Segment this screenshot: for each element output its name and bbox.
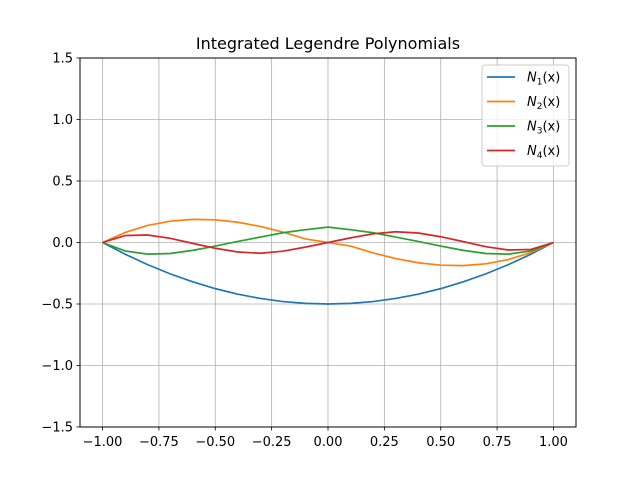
series-line-n4	[102, 230, 554, 255]
legend-label-n3: N3(x)	[527, 120, 560, 137]
x-tick-label: 0.75	[483, 435, 512, 450]
y-tick-label: 1.0	[52, 113, 73, 128]
series-line-n1	[102, 241, 554, 305]
legend-label-sub: 2	[537, 102, 543, 112]
legend: N1(x)N2(x)N3(x)N4(x)	[481, 64, 570, 167]
y-tick-label: 0.5	[52, 175, 73, 190]
x-tick-label: 0.50	[426, 435, 455, 450]
legend-label-base: N	[527, 71, 537, 86]
y-tick-label: 0.0	[52, 236, 73, 251]
legend-label-arg: (x)	[542, 144, 560, 159]
y-axis-ticks: −1.5 −1.0 −0.5 0.0 0.5 1.0 1.5	[41, 52, 80, 436]
x-tick-label: −0.50	[195, 435, 235, 450]
legend-label-base: N	[527, 120, 537, 135]
x-tick-label: −1.00	[83, 435, 123, 450]
x-tick-label: −0.75	[139, 435, 179, 450]
legend-label-arg: (x)	[542, 120, 560, 135]
legend-box	[481, 64, 570, 167]
y-tick-label: −1.5	[41, 421, 73, 436]
x-tick-label: −0.25	[252, 435, 292, 450]
legend-label-arg: (x)	[542, 71, 560, 86]
legend-label-base: N	[527, 144, 537, 159]
legend-label-n1: N1(x)	[527, 71, 560, 88]
y-tick-label: −0.5	[41, 298, 73, 313]
legend-label-arg: (x)	[542, 95, 560, 110]
legend-label-sub: 1	[537, 78, 543, 88]
legend-label-n2: N2(x)	[527, 95, 560, 112]
series-lines	[102, 218, 554, 305]
legend-label-base: N	[527, 95, 537, 110]
x-tick-label: 0.25	[370, 435, 399, 450]
legend-label-sub: 4	[537, 151, 543, 161]
y-tick-label: 1.5	[52, 52, 73, 67]
x-tick-label: 0.00	[314, 435, 343, 450]
chart-title: Integrated Legendre Polynomials	[196, 34, 460, 53]
series-line-n3	[102, 226, 554, 255]
legend-label-n4: N4(x)	[527, 144, 560, 161]
x-axis-ticks: −1.00 −0.75 −0.50 −0.25 0.00 0.25 0.50 0.75 1.00	[83, 427, 568, 450]
legend-label-sub: 3	[537, 127, 543, 137]
y-tick-label: −1.0	[41, 359, 73, 374]
x-tick-label: 1.00	[539, 435, 568, 450]
